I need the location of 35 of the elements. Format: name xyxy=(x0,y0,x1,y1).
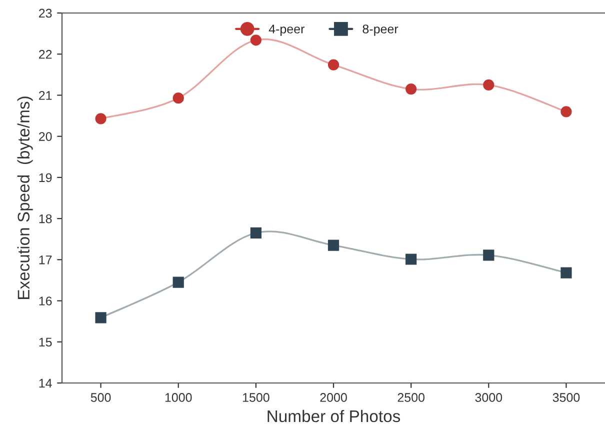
point xyxy=(250,34,262,46)
point xyxy=(95,312,106,324)
y-tick-label: 22 xyxy=(39,50,52,59)
x-tick-label: 1000 xyxy=(165,393,192,402)
legend-label: 4-peer xyxy=(268,24,305,36)
point xyxy=(172,276,184,288)
point xyxy=(483,250,494,261)
point xyxy=(560,106,572,118)
point xyxy=(406,84,417,95)
y-tick-label: 20 xyxy=(39,132,52,141)
point xyxy=(328,59,340,70)
y-tick-label: 19 xyxy=(39,173,52,182)
x-tick-label: 2500 xyxy=(398,393,424,402)
point xyxy=(250,227,262,238)
point xyxy=(560,267,572,278)
point xyxy=(483,79,494,90)
y-tick-label: 15 xyxy=(39,338,52,347)
x-tick-label: 2000 xyxy=(320,393,347,402)
y-tick-label: 16 xyxy=(39,296,52,306)
y-tick-label: 17 xyxy=(39,256,52,264)
y-tick-label: 23 xyxy=(39,8,52,18)
x-tick-label: 3500 xyxy=(552,393,580,402)
x-tick-label: 500 xyxy=(90,393,111,402)
legend-label: 8-peer xyxy=(362,24,398,36)
x-tick-label: 1500 xyxy=(242,393,270,402)
point xyxy=(172,92,184,104)
y-tick-label: 14 xyxy=(39,378,52,388)
y-tick-label: 18 xyxy=(39,214,52,224)
x-axis-title: Number of Photos xyxy=(268,410,400,422)
y-axis-title: Execution Speed (byte/ms) xyxy=(17,96,33,299)
point xyxy=(95,113,106,124)
point xyxy=(328,240,340,251)
x-tick-label: 3000 xyxy=(475,393,502,402)
point xyxy=(406,254,417,265)
y-tick-label: 21 xyxy=(39,91,52,100)
